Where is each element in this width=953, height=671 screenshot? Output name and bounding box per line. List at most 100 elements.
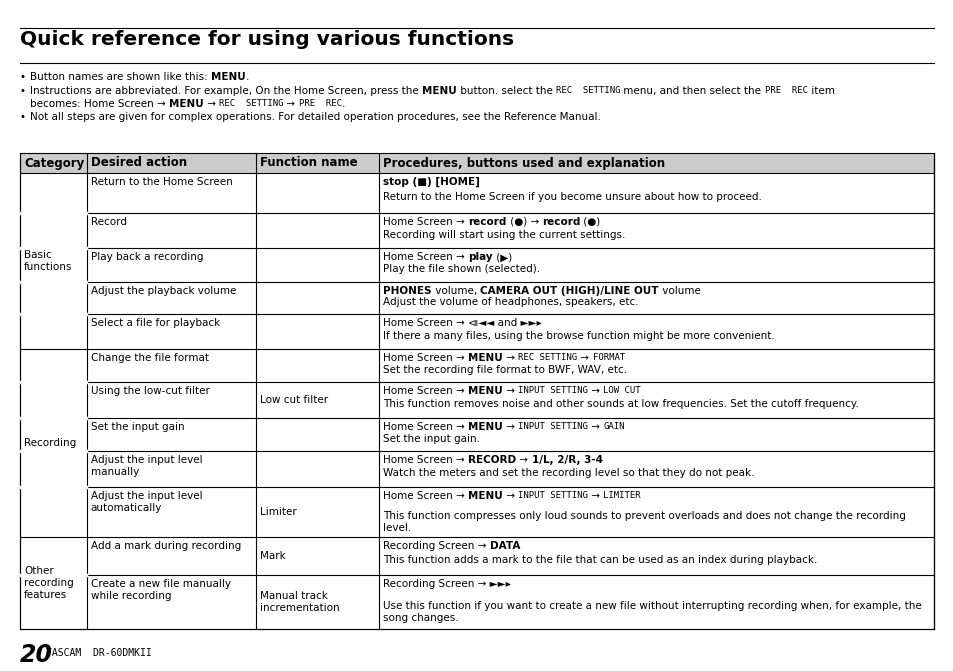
Text: •: •: [20, 72, 26, 82]
Text: Home Screen →: Home Screen →: [383, 386, 468, 396]
Text: Change the file format: Change the file format: [91, 353, 209, 363]
Text: Not all steps are given for complex operations. For detailed operation procedure: Not all steps are given for complex oper…: [30, 112, 600, 122]
Text: →: →: [587, 386, 602, 396]
Text: Home Screen →: Home Screen →: [383, 491, 468, 501]
Text: Home Screen →: Home Screen →: [383, 353, 468, 363]
Text: MENU: MENU: [468, 353, 502, 363]
Text: CAMERA OUT (HIGH)/LINE OUT: CAMERA OUT (HIGH)/LINE OUT: [479, 286, 658, 296]
Text: LOW CUT: LOW CUT: [602, 386, 640, 395]
Text: This function removes noise and other sounds at low frequencies. Set the cutoff : This function removes noise and other so…: [383, 399, 859, 409]
Text: Recording Screen →: Recording Screen →: [383, 541, 489, 551]
Text: Add a mark during recording: Add a mark during recording: [91, 541, 241, 551]
Text: Category: Category: [24, 156, 84, 170]
Text: INPUT SETTING: INPUT SETTING: [517, 422, 587, 431]
Text: REC SETTING: REC SETTING: [517, 353, 577, 362]
Text: Low cut filter: Low cut filter: [259, 395, 328, 405]
Text: INPUT SETTING: INPUT SETTING: [517, 491, 587, 500]
Text: item: item: [807, 86, 834, 96]
Text: Watch the meters and set the recording level so that they do not peak.: Watch the meters and set the recording l…: [383, 468, 754, 478]
Text: MENU: MENU: [468, 422, 502, 432]
Text: REC  SETTING: REC SETTING: [219, 99, 283, 108]
Text: Adjust the playback volume: Adjust the playback volume: [91, 286, 235, 296]
Text: RECORD: RECORD: [468, 455, 516, 465]
Text: Recording Screen → ►►▸: Recording Screen → ►►▸: [383, 579, 511, 589]
Text: Play back a recording: Play back a recording: [91, 252, 203, 262]
Text: record: record: [468, 217, 506, 227]
Text: This function adds a mark to the file that can be used as an index during playba: This function adds a mark to the file th…: [383, 555, 817, 565]
Text: Manual track
incrementation: Manual track incrementation: [259, 591, 339, 613]
Text: Set the input gain: Set the input gain: [91, 422, 184, 432]
Text: DATA: DATA: [489, 541, 519, 551]
Text: If there a many files, using the browse function might be more convenient.: If there a many files, using the browse …: [383, 331, 774, 341]
Text: →: →: [502, 422, 517, 432]
Text: .: .: [246, 72, 249, 82]
Text: Adjust the volume of headphones, speakers, etc.: Adjust the volume of headphones, speaker…: [383, 297, 639, 307]
Text: becomes: Home Screen →: becomes: Home Screen →: [30, 99, 169, 109]
Text: Home Screen →: Home Screen →: [383, 252, 468, 262]
Text: Limiter: Limiter: [259, 507, 296, 517]
Text: →: →: [502, 353, 517, 363]
Text: Record: Record: [91, 217, 127, 227]
Text: MENU: MENU: [421, 86, 456, 96]
Text: stop (■) [HOME]: stop (■) [HOME]: [383, 177, 479, 187]
Text: Set the input gain.: Set the input gain.: [383, 434, 479, 444]
Text: Create a new file manually
while recording: Create a new file manually while recordi…: [91, 579, 231, 601]
Text: MENU: MENU: [468, 386, 502, 396]
Text: →: →: [502, 386, 517, 396]
Text: PRE  REC: PRE REC: [763, 86, 807, 95]
Text: .: .: [341, 99, 345, 109]
Text: MENU: MENU: [211, 72, 246, 82]
Text: INPUT SETTING: INPUT SETTING: [517, 386, 587, 395]
Text: Recording: Recording: [24, 438, 76, 448]
Text: Home Screen →: Home Screen →: [383, 455, 468, 465]
Text: Play the file shown (selected).: Play the file shown (selected).: [383, 264, 539, 274]
Text: Basic
functions: Basic functions: [24, 250, 72, 272]
Text: Home Screen →: Home Screen →: [383, 422, 468, 432]
Text: volume,: volume,: [432, 286, 479, 296]
Text: MENU: MENU: [468, 491, 502, 501]
Text: Home Screen → ⧏◄◄ and ►►▸: Home Screen → ⧏◄◄ and ►►▸: [383, 318, 541, 328]
Text: 1/L, 2/R, 3-4: 1/L, 2/R, 3-4: [531, 455, 602, 465]
Text: Return to the Home Screen: Return to the Home Screen: [91, 177, 233, 187]
Text: button. select the: button. select the: [456, 86, 556, 96]
Text: Instructions are abbreviated. For example, On the Home Screen, press the: Instructions are abbreviated. For exampl…: [30, 86, 421, 96]
Text: play: play: [468, 252, 493, 262]
Text: Mark: Mark: [259, 551, 285, 561]
Text: FORMAT: FORMAT: [592, 353, 624, 362]
Text: MENU: MENU: [169, 99, 204, 109]
Text: Desired action: Desired action: [91, 156, 187, 170]
Text: →: →: [516, 455, 531, 465]
Text: Select a file for playback: Select a file for playback: [91, 318, 220, 328]
Text: Use this function if you want to create a new file without interrupting recordin: Use this function if you want to create …: [383, 601, 921, 623]
Text: →: →: [502, 491, 517, 501]
Text: REC  SETTING: REC SETTING: [556, 86, 619, 95]
Text: →: →: [283, 99, 298, 109]
Text: (▶): (▶): [493, 252, 512, 262]
Text: volume: volume: [658, 286, 700, 296]
Text: Button names are shown like this:: Button names are shown like this:: [30, 72, 211, 82]
Text: →: →: [577, 353, 592, 363]
Text: Function name: Function name: [259, 156, 357, 170]
Text: Adjust the input level
automatically: Adjust the input level automatically: [91, 491, 202, 513]
Text: GAIN: GAIN: [602, 422, 624, 431]
Text: 20: 20: [20, 643, 53, 667]
Text: →: →: [587, 422, 602, 432]
Text: •: •: [20, 112, 26, 122]
Text: PHONES: PHONES: [383, 286, 432, 296]
Text: Set the recording file format to BWF, WAV, etc.: Set the recording file format to BWF, WA…: [383, 365, 627, 375]
Text: This function compresses only loud sounds to prevent overloads and does not chan: This function compresses only loud sound…: [383, 511, 905, 533]
Bar: [20, 153, 933, 629]
Text: Home Screen →: Home Screen →: [383, 217, 468, 227]
Text: Using the low-cut filter: Using the low-cut filter: [91, 386, 210, 396]
Text: (●): (●): [579, 217, 600, 227]
Text: Procedures, buttons used and explanation: Procedures, buttons used and explanation: [383, 156, 664, 170]
Text: TASCAM  DR-60DMKII: TASCAM DR-60DMKII: [46, 648, 152, 658]
Text: →: →: [587, 491, 602, 501]
Text: Return to the Home Screen if you become unsure about how to proceed.: Return to the Home Screen if you become …: [383, 192, 761, 202]
Text: Recording will start using the current settings.: Recording will start using the current s…: [383, 229, 625, 240]
Text: PRE  REC: PRE REC: [298, 99, 341, 108]
Text: record: record: [541, 217, 579, 227]
Bar: [20, 153, 933, 173]
Text: LIMITER: LIMITER: [602, 491, 640, 500]
Text: Adjust the input level
manually: Adjust the input level manually: [91, 455, 202, 476]
